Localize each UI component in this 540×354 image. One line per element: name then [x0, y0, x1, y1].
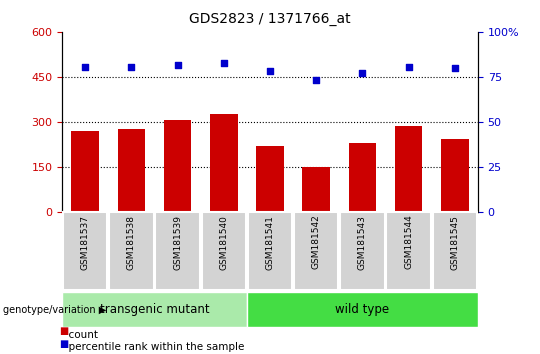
Text: ■: ■: [59, 326, 69, 336]
Bar: [109, 212, 153, 290]
Bar: [71, 131, 99, 212]
Point: [127, 64, 136, 70]
Bar: [340, 212, 384, 290]
Text: GSM181537: GSM181537: [80, 215, 90, 270]
Point: [81, 64, 90, 70]
Text: ■: ■: [59, 339, 69, 349]
Text: count: count: [62, 330, 98, 340]
Bar: [201, 212, 246, 290]
Point: [266, 68, 274, 74]
Bar: [62, 292, 247, 327]
Point: [173, 62, 182, 68]
Bar: [433, 212, 477, 290]
Text: GSM181540: GSM181540: [219, 215, 228, 270]
Bar: [302, 167, 330, 212]
Text: GSM181541: GSM181541: [266, 215, 274, 270]
Text: GDS2823 / 1371766_at: GDS2823 / 1371766_at: [189, 12, 351, 27]
Point: [219, 61, 228, 66]
Text: GSM181539: GSM181539: [173, 215, 182, 270]
Text: wild type: wild type: [335, 303, 389, 316]
Bar: [387, 212, 431, 290]
Bar: [348, 143, 376, 212]
Bar: [294, 212, 339, 290]
Bar: [63, 212, 107, 290]
Text: percentile rank within the sample: percentile rank within the sample: [62, 342, 245, 352]
Bar: [441, 139, 469, 212]
Bar: [256, 145, 284, 212]
Point: [450, 65, 459, 71]
Point: [312, 77, 321, 82]
Bar: [247, 292, 478, 327]
Text: GSM181538: GSM181538: [127, 215, 136, 270]
Bar: [248, 212, 292, 290]
Bar: [164, 120, 192, 212]
Point: [358, 70, 367, 76]
Text: genotype/variation ▶: genotype/variation ▶: [3, 305, 106, 315]
Bar: [118, 129, 145, 212]
Text: GSM181544: GSM181544: [404, 215, 413, 269]
Bar: [210, 114, 238, 212]
Text: transgenic mutant: transgenic mutant: [100, 303, 210, 316]
Text: GSM181545: GSM181545: [450, 215, 460, 270]
Bar: [395, 126, 422, 212]
Point: [404, 64, 413, 70]
Text: GSM181542: GSM181542: [312, 215, 321, 269]
Text: GSM181543: GSM181543: [358, 215, 367, 270]
Bar: [156, 212, 200, 290]
